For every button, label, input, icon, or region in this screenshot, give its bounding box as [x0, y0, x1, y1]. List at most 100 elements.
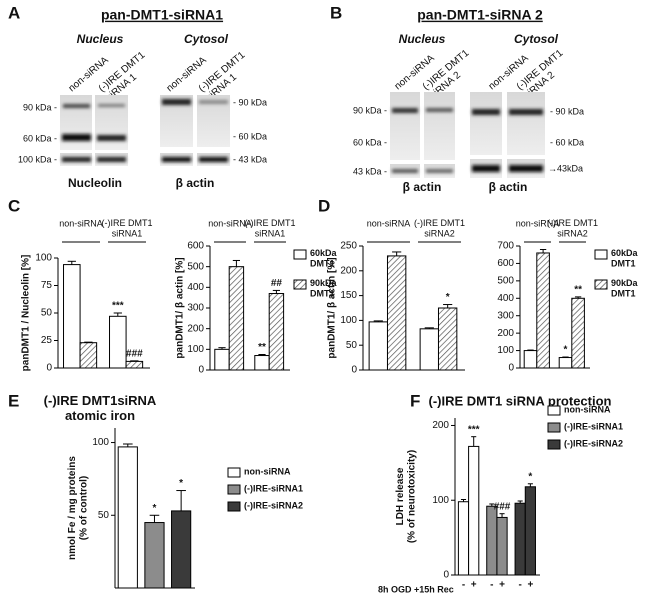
- error-bar: [489, 503, 495, 507]
- text-line: (-)IRE DMT1: [414, 218, 465, 228]
- compartment: Cytosol: [184, 32, 229, 46]
- loading-control: β actin: [403, 180, 442, 194]
- text-line: atomic iron: [65, 408, 135, 423]
- significance-label: *: [153, 503, 157, 514]
- panel-letter: C: [8, 196, 20, 215]
- legend-label: 90kDa DMT1: [310, 278, 338, 298]
- error-bar: [527, 483, 533, 487]
- error-bar: [272, 289, 280, 294]
- legend-label: 90kDa DMT1: [611, 278, 639, 298]
- group-label: non-siRNA: [59, 218, 103, 228]
- y-tick-label: 0: [46, 363, 52, 374]
- error-bar: [176, 490, 186, 511]
- y-axis-label: panDMT1/ β actin [%]: [175, 257, 186, 358]
- bar: [171, 510, 192, 589]
- text-line: siRNA2: [424, 229, 455, 239]
- significance-label: **: [258, 342, 266, 353]
- x-tick-label: -: [518, 580, 521, 591]
- bar: [254, 355, 270, 371]
- bar: [117, 446, 138, 589]
- error-bar: [232, 259, 240, 267]
- error-bar: [149, 514, 160, 523]
- y-tick-label: 150: [340, 290, 357, 301]
- loading-control: Nucleolin: [68, 176, 122, 190]
- legend-swatch: [594, 249, 608, 260]
- text-line: siRNA2: [557, 229, 588, 239]
- legend-label: (-)IRE-siRNA1: [564, 421, 623, 431]
- text-line: nmol Fe / mg proteins: [67, 456, 78, 560]
- compartment: Nucleus: [399, 32, 446, 46]
- kda-marker: - 60 kDa: [550, 137, 584, 147]
- x-tick-label: +: [471, 580, 477, 591]
- y-tick-label: 100: [340, 315, 357, 326]
- error-bar: [527, 349, 534, 351]
- error-bar: [460, 498, 467, 502]
- error-bar: [443, 304, 453, 308]
- legend-swatch: [227, 467, 241, 478]
- legend-swatch: [594, 279, 608, 290]
- y-tick-label: 50: [346, 340, 358, 351]
- significance-label: *: [564, 345, 568, 356]
- bar: [125, 360, 144, 369]
- chart-title: (-)IRE DMT1 siRNA protection: [429, 393, 612, 408]
- legend-label: (-)IRE-siRNA1: [244, 483, 303, 493]
- kda-marker: 90 kDa -: [23, 102, 57, 112]
- legend-swatch: [227, 484, 241, 495]
- bar: [523, 350, 538, 369]
- y-tick-label: 100: [432, 495, 449, 506]
- text-line: (-)IRE DMT1: [245, 218, 296, 228]
- error-bar: [517, 500, 523, 504]
- y-tick-label: 100: [187, 344, 204, 355]
- error-bar: [471, 436, 477, 447]
- panel-letter: F: [410, 391, 420, 410]
- significance-label: *: [528, 471, 532, 482]
- text-line: DMT1: [611, 289, 636, 299]
- legend-label: 60kDa DMT1: [611, 248, 639, 268]
- x-tick-label: -: [490, 580, 493, 591]
- blot: [60, 95, 230, 166]
- loading-control: β actin: [489, 180, 528, 194]
- significance-label: *: [179, 478, 183, 489]
- legend-swatch: [547, 439, 561, 450]
- group-label: (-)IRE DMT1 siRNA1: [102, 218, 153, 238]
- text-line: (% of neurotoxicity): [406, 450, 417, 543]
- bar: [571, 297, 585, 369]
- text-line: siRNA1: [255, 229, 286, 239]
- error-bar: [562, 356, 569, 358]
- kda-marker: - 43 kDa: [233, 154, 267, 164]
- chart-title: (-)IRE DMT1siRNA atomic iron: [44, 393, 157, 423]
- y-tick-label: 50: [98, 510, 110, 521]
- legend-label: (-)IRE-siRNA2: [564, 438, 623, 448]
- group-label: (-)IRE DMT1 siRNA1: [245, 218, 296, 238]
- text-line: DMT1: [310, 259, 335, 269]
- y-tick-label: 300: [187, 303, 204, 314]
- bar: [214, 348, 230, 371]
- x-tick-label: +: [527, 580, 533, 591]
- legend-label: 60kDa DMT1: [310, 248, 338, 268]
- bar: [79, 342, 98, 369]
- significance-label: ***: [112, 301, 124, 312]
- y-tick-label: 0: [508, 363, 514, 374]
- y-tick-label: 200: [187, 323, 204, 334]
- error-bar: [67, 260, 76, 265]
- y-axis-label: panDMT1 / Nucleolin [%]: [21, 255, 32, 372]
- kda-marker: →43kDa: [548, 163, 583, 173]
- blot-title: pan-DMT1-siRNA1: [101, 7, 223, 23]
- kda-marker: - 90 kDa: [233, 97, 267, 107]
- y-tick-label: 250: [340, 241, 357, 252]
- legend-swatch: [547, 422, 561, 433]
- kda-marker: 90 kDa -: [353, 105, 387, 115]
- x-axis-label: 8h OGD +15h Rec: [378, 584, 454, 594]
- bar: [468, 445, 480, 576]
- error-bar: [499, 513, 505, 518]
- text-line: (-)IRE DMT1siRNA: [44, 393, 157, 408]
- y-tick-label: 50: [41, 308, 53, 319]
- y-tick-label: 400: [187, 282, 204, 293]
- error-bar: [424, 327, 434, 329]
- y-tick-label: 100: [35, 253, 52, 264]
- y-tick-label: 0: [351, 365, 357, 376]
- error-bar: [130, 360, 139, 362]
- bar: [268, 293, 285, 371]
- legend-label: (-)IRE-siRNA2: [244, 500, 303, 510]
